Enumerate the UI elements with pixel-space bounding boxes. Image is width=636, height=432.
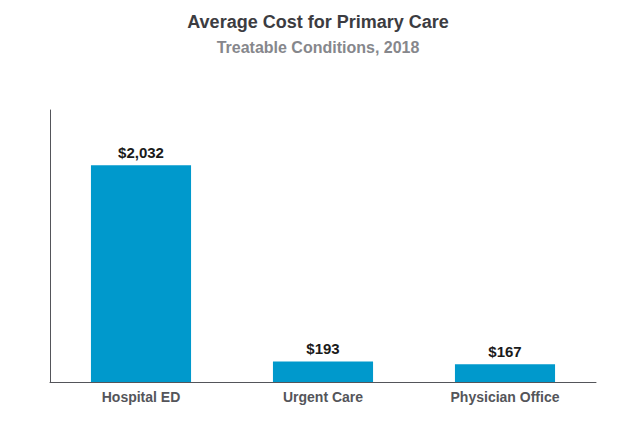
svg-text:Average Cost for Primary Care: Average Cost for Primary Care <box>187 12 448 32</box>
svg-text:$167: $167 <box>488 343 521 360</box>
svg-text:Physician Office: Physician Office <box>451 389 560 405</box>
svg-text:Urgent Care: Urgent Care <box>283 389 363 405</box>
svg-text:Treatable Conditions, 2018: Treatable Conditions, 2018 <box>217 39 420 56</box>
svg-text:Hospital ED: Hospital ED <box>102 389 181 405</box>
svg-text:$2,032: $2,032 <box>118 144 164 161</box>
svg-text:$193: $193 <box>306 340 339 357</box>
